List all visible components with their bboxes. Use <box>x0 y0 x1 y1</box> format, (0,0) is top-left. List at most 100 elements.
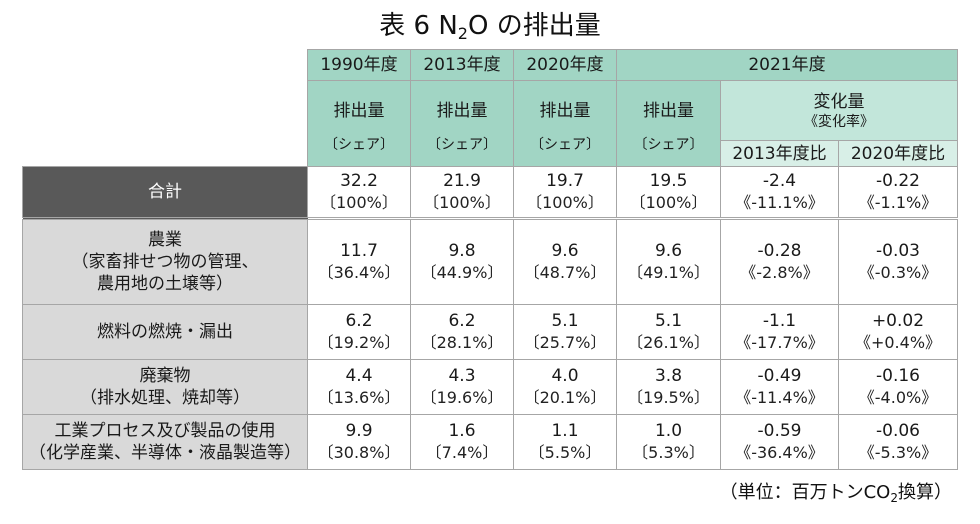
change-rate-label: 《変化率》 <box>804 113 874 130</box>
cell-1990: 11.7 〔36.4%〕 <box>307 218 411 305</box>
share-label: 〔シェア〕 <box>530 136 600 153</box>
share: 〔19.5%〕 <box>627 388 710 407</box>
rate: 《-4.0%》 <box>858 388 938 407</box>
cell-vs-2013: -0.59 《-36.4%》 <box>720 414 839 470</box>
row-label-sub2: 農用地の土壌等） <box>97 274 233 294</box>
value: 3.8 <box>654 366 683 386</box>
cell-2013: 21.9 〔100%〕 <box>410 166 514 220</box>
header-year-2021: 2021年度 <box>616 49 958 81</box>
cell-vs-2020: -0.22 《-1.1%》 <box>838 166 958 220</box>
emission-label: 排出量 <box>643 100 694 121</box>
header-year-2013: 2013年度 <box>410 49 514 81</box>
share: 〔100%〕 <box>423 193 501 212</box>
cell-1990: 6.2 〔19.2%〕 <box>307 304 411 360</box>
share: 〔26.1%〕 <box>627 333 710 352</box>
cell-2021: 19.5 〔100%〕 <box>616 166 721 220</box>
value: -0.06 <box>876 421 920 441</box>
row-label-waste: 廃棄物 （排水処理、焼却等） <box>22 359 308 415</box>
header-year-2020: 2020年度 <box>513 49 617 81</box>
share-label: 〔シェア〕 <box>324 136 394 153</box>
title-prefix: 表 6 N <box>379 11 458 41</box>
cell-2013: 4.3 〔19.6%〕 <box>410 359 514 415</box>
share: 〔48.7%〕 <box>523 263 607 282</box>
share: 〔5.3%〕 <box>632 443 705 462</box>
share: 〔20.1%〕 <box>523 388 607 407</box>
n2o-emissions-table: 1990年度 2013年度 2020年度 2021年度 排出量 〔シェア〕 排出… <box>22 49 958 470</box>
table-row-fuel-combustion: 燃料の燃焼・漏出 6.2 〔19.2%〕 6.2 〔28.1%〕 5.1 〔25.7%… <box>22 304 958 360</box>
value: 9.8 <box>448 241 476 261</box>
value: 6.2 <box>448 311 476 331</box>
value: -2.4 <box>762 171 797 191</box>
share: 〔28.1%〕 <box>420 333 504 352</box>
share: 〔100%〕 <box>320 193 398 212</box>
change-label: 変化量 <box>813 91 865 112</box>
share: 〔7.4%〕 <box>425 443 499 462</box>
unit-subscript: 2 <box>890 491 898 505</box>
share: 〔25.7%〕 <box>523 333 607 352</box>
cell-vs-2013: -2.4 《-11.1%》 <box>720 166 839 220</box>
cell-vs-2020: -0.16 《-4.0%》 <box>838 359 958 415</box>
value: 19.5 <box>649 171 688 191</box>
value: 9.6 <box>654 241 683 261</box>
rate: 《-5.3%》 <box>858 443 938 462</box>
row-label-main: 廃棄物 <box>139 366 191 386</box>
title-subscript: 2 <box>457 24 468 43</box>
share: 〔36.4%〕 <box>317 263 401 282</box>
rate: 《-36.4%》 <box>735 443 824 462</box>
cell-vs-2013: -1.1 《-17.7%》 <box>720 304 839 360</box>
value: 1.0 <box>654 421 683 441</box>
value: -0.28 <box>757 241 802 261</box>
cell-2013: 1.6 〔7.4%〕 <box>410 414 514 470</box>
header-emission-2020: 排出量 〔シェア〕 <box>513 80 617 167</box>
cell-2013: 6.2 〔28.1%〕 <box>410 304 514 360</box>
value: 4.0 <box>551 366 579 386</box>
table-row-agriculture: 農業 （家畜排せつ物の管理、 農用地の土壌等） 11.7 〔36.4%〕 9.8 〔… <box>22 218 958 305</box>
share-label: 〔シェア〕 <box>633 136 704 153</box>
value: 1.1 <box>551 421 579 441</box>
value: 4.4 <box>345 366 373 386</box>
rate: 《-17.7%》 <box>735 333 824 352</box>
cell-1990: 9.9 〔30.8%〕 <box>307 414 411 470</box>
share-label: 〔シェア〕 <box>427 136 497 153</box>
value: 32.2 <box>340 171 378 191</box>
cell-vs-2020: +0.02 《+0.4%》 <box>838 304 958 360</box>
row-label-sub: （化学産業、半導体・液晶製造等） <box>29 443 301 463</box>
cell-2020: 5.1 〔25.7%〕 <box>513 304 617 360</box>
emission-label: 排出量 <box>333 100 385 121</box>
value: -0.49 <box>757 366 802 386</box>
row-label-main: 工業プロセス及び製品の使用 <box>54 421 276 441</box>
cell-vs-2020: -0.06 《-5.3%》 <box>838 414 958 470</box>
cell-vs-2020: -0.03 《-0.3%》 <box>838 218 958 305</box>
cell-2020: 9.6 〔48.7%〕 <box>513 218 617 305</box>
share: 〔19.2%〕 <box>317 333 401 352</box>
cell-vs-2013: -0.49 《-11.4%》 <box>720 359 839 415</box>
table-row-waste: 廃棄物 （排水処理、焼却等） 4.4 〔13.6%〕 4.3 〔19.6%〕 4.0… <box>22 359 958 415</box>
row-label-main: 農業 <box>148 230 182 250</box>
share: 〔44.9%〕 <box>420 263 504 282</box>
cell-1990: 4.4 〔13.6%〕 <box>307 359 411 415</box>
table-title: 表 6 N2O の排出量 <box>0 8 980 44</box>
share: 〔100%〕 <box>526 193 604 212</box>
emission-label: 排出量 <box>539 100 591 121</box>
row-label-total: 合計 <box>22 166 308 220</box>
share: 〔49.1%〕 <box>627 263 710 282</box>
value: 9.9 <box>345 421 373 441</box>
row-label-industrial-processes: 工業プロセス及び製品の使用 （化学産業、半導体・液晶製造等） <box>22 414 308 470</box>
unit-note: （単位：百万トンCO2換算） <box>720 478 952 504</box>
rate: 《-1.1%》 <box>858 193 938 212</box>
value: -0.03 <box>876 241 920 261</box>
header-change: 変化量 《変化率》 <box>720 80 958 141</box>
table-row-total: 合計 32.2 〔100%〕 21.9 〔100%〕 19.7 〔100%〕 19.5… <box>22 166 958 220</box>
value: -0.16 <box>876 366 920 386</box>
share: 〔100%〕 <box>629 193 708 212</box>
cell-2021: 1.0 〔5.3%〕 <box>616 414 721 470</box>
rate: 《-11.4%》 <box>735 388 824 407</box>
header-emission-1990: 排出量 〔シェア〕 <box>307 80 411 167</box>
value: 4.3 <box>448 366 476 386</box>
unit-suffix: 換算） <box>898 482 952 503</box>
rate: 《-11.1%》 <box>735 193 824 212</box>
value: 5.1 <box>654 311 683 331</box>
unit-prefix: （単位：百万トンCO <box>719 482 891 503</box>
header-emission-2021: 排出量 〔シェア〕 <box>616 80 721 167</box>
value: +0.02 <box>871 311 925 331</box>
